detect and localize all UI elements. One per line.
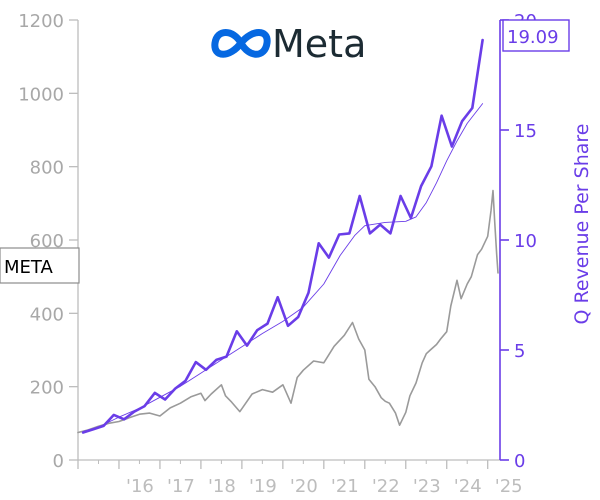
last-value-badge: 19.09 [502, 19, 570, 52]
series-lines [77, 38, 499, 434]
tick-labels: 02004006008001000120005101520'16'17'18'1… [18, 11, 537, 497]
x-tick-label: '16 [126, 476, 154, 497]
y-left-tick-label: 1200 [18, 11, 64, 32]
y-left-tick-label: 800 [30, 158, 64, 179]
meta-logo: Meta [211, 22, 366, 66]
x-tick-label: '19 [249, 476, 277, 497]
y-right-tick-label: 15 [514, 121, 537, 142]
y-right-tick-label: 10 [514, 231, 537, 252]
x-tick-label: '24 [454, 476, 482, 497]
revenue-per-share-line [81, 38, 484, 434]
y-left-tick-label: 1000 [18, 84, 64, 105]
price-line [77, 189, 499, 434]
ticker-label: META [4, 257, 54, 278]
x-tick-label: '25 [495, 476, 523, 497]
x-tick-label: '21 [331, 476, 359, 497]
x-tick-label: '17 [167, 476, 195, 497]
y-left-tick-label: 600 [30, 231, 64, 252]
x-tick-label: '22 [372, 476, 400, 497]
axes [69, 19, 509, 469]
y-left-tick-label: 400 [30, 304, 64, 325]
brand-name: Meta [272, 22, 366, 66]
x-tick-label: '20 [290, 476, 318, 497]
y-axis-right-label: Q Revenue Per Share [571, 124, 593, 325]
ticker-box: META [0, 247, 80, 284]
x-tick-label: '18 [208, 476, 236, 497]
meta-infinity-icon [211, 29, 271, 58]
x-tick-label: '23 [413, 476, 441, 497]
last-value-text: 19.09 [507, 27, 559, 48]
y-left-tick-label: 0 [53, 451, 64, 472]
y-right-tick-label: 5 [514, 341, 525, 362]
y-right-tick-label: 0 [514, 451, 525, 472]
y-left-tick-label: 200 [30, 378, 64, 399]
revenue-trend-line [82, 103, 484, 432]
